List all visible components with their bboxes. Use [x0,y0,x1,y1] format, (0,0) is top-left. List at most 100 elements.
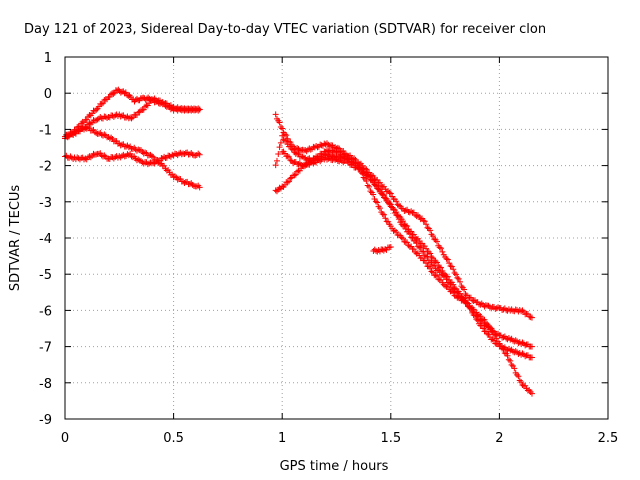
data-point [492,332,499,339]
data-point [409,234,416,241]
series-E [272,111,535,321]
data-point [443,255,450,262]
data-point [325,155,332,162]
data-point [174,176,181,183]
data-point [452,289,459,296]
data-point [313,143,320,150]
data-point [413,239,420,246]
data-point [447,281,454,288]
data-point [272,187,279,194]
data-point [503,335,510,342]
data-point [382,215,389,222]
y-tick-label: 0 [44,87,52,102]
series-I [370,244,394,255]
data-point [393,212,400,219]
data-point [78,120,85,127]
data-point [519,350,526,357]
data-point [180,150,187,157]
data-point [189,181,196,188]
data-point [277,139,284,146]
data-point [281,181,288,188]
data-point [404,239,411,246]
data-point [465,300,472,307]
data-point [142,103,149,110]
y-tick-label: -9 [39,413,52,428]
data-point [410,246,417,253]
data-point [314,144,321,151]
data-point [348,161,355,168]
data-point [522,353,529,360]
data-point [387,244,394,251]
data-point [317,141,324,148]
data-point [337,156,344,163]
data-point [423,245,430,252]
data-point [425,249,432,256]
y-tick-label: -2 [39,160,52,175]
data-point [122,89,129,96]
chart-title: Day 121 of 2023, Sidereal Day-to-day VTE… [24,22,546,37]
data-point [376,205,383,212]
data-point [419,240,426,247]
axis-ticks: 0 0.5 1 1.5 2 2.5 1 0 -1 -2 -3 -4 -5 -6 -7 -8 -9 [39,51,618,446]
series-H [279,148,535,397]
data-point [473,316,480,323]
data-point [291,172,298,179]
x-axis-label: GPS time / hours [280,459,389,474]
data-point [302,147,309,154]
data-point [389,193,396,200]
data-point [522,382,529,389]
data-point [478,322,485,329]
data-point [161,153,168,160]
data-point [457,278,464,285]
data-point [101,131,108,138]
data-point [285,178,292,185]
data-point [435,276,442,283]
data-point [516,377,523,384]
data-point [474,317,481,324]
data-point [285,154,292,161]
data-point [476,311,483,318]
data-point [446,260,453,267]
data-point [518,378,525,385]
data-point [500,334,507,341]
data-point [429,269,436,276]
data-point [300,163,307,170]
data-point [508,361,515,368]
data-point [363,178,370,185]
data-point [470,298,477,305]
data-point [507,347,514,354]
y-axis-label: SDTVAR / TECUs [8,185,23,292]
data-point [186,181,193,188]
data-point [393,228,400,235]
data-point [467,294,474,301]
data-point [429,261,436,268]
data-point [332,156,339,163]
data-point [393,198,400,205]
data-point [405,208,412,215]
data-point [195,105,202,112]
data-point [93,106,100,113]
data-point [489,336,496,343]
data-point [138,157,145,164]
data-point [104,115,111,122]
data-point [507,357,514,364]
y-tick-label: -5 [39,268,52,283]
data-point [515,373,522,380]
data-point [394,201,401,208]
data-point [294,150,301,157]
data-point [419,254,426,261]
data-point [155,100,162,107]
data-point [481,316,488,323]
data-point [395,216,402,223]
data-point [512,348,519,355]
data-point [454,289,461,296]
data-point [519,339,526,346]
data-point [425,263,432,270]
data-point [375,185,382,192]
data-point [196,184,203,191]
data-point [307,146,314,153]
data-point [452,271,459,278]
data-point [67,153,74,160]
data-point [325,148,332,155]
data-point [390,205,397,212]
